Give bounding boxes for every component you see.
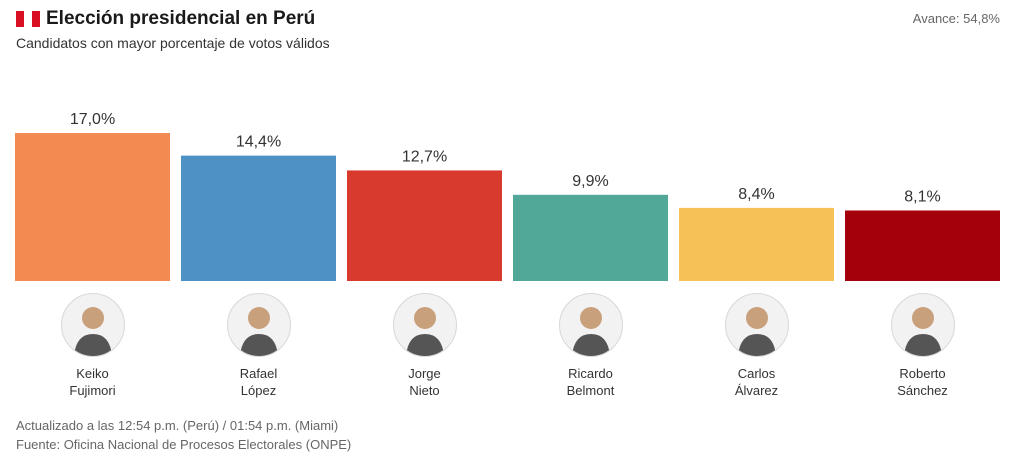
candidate-first-name: Jorge <box>408 366 441 381</box>
chart-title: Elección presidencial en Perú <box>46 8 316 29</box>
candidate-last-name: Álvarez <box>734 383 779 398</box>
bar-5 <box>845 210 1000 281</box>
candidate-item: Carlos Álvarez <box>679 293 834 399</box>
candidate-last-name: Belmont <box>566 383 615 398</box>
count-progress: Avance: 54,8% <box>912 11 1000 26</box>
bar-value-label: 14,4% <box>236 134 281 151</box>
candidate-photo-icon <box>724 293 789 357</box>
candidate-name: Roberto Sánchez <box>845 365 1000 399</box>
candidate-last-name: López <box>240 383 277 398</box>
peru-flag-icon <box>16 11 40 27</box>
candidate-name: Rafael López <box>181 365 336 399</box>
bar-value-label: 12,7% <box>402 148 447 165</box>
candidate-first-name: Keiko <box>76 366 109 381</box>
candidate-item: Ricardo Belmont <box>513 293 668 399</box>
bar-2 <box>347 170 502 281</box>
candidate-item: Keiko Fujimori <box>15 293 170 399</box>
chart-footer: Actualizado a las 12:54 p.m. (Perú) / 01… <box>16 416 351 454</box>
candidate-first-name: Roberto <box>899 366 946 381</box>
candidate-name: Carlos Álvarez <box>679 365 834 399</box>
candidate-last-name: Fujimori <box>69 383 116 398</box>
candidate-first-name: Carlos <box>737 366 776 381</box>
bar-1 <box>181 155 336 281</box>
candidate-photo-icon <box>890 293 955 357</box>
candidate-name: Ricardo Belmont <box>513 365 668 399</box>
candidate-photo-icon <box>226 293 291 357</box>
updated-note: Actualizado a las 12:54 p.m. (Perú) / 01… <box>16 418 339 433</box>
candidate-first-name: Ricardo <box>568 366 613 381</box>
candidate-photo-icon <box>60 293 125 357</box>
candidate-name: Jorge Nieto <box>347 365 502 399</box>
candidate-item: Roberto Sánchez <box>845 293 1000 399</box>
bar-3 <box>513 194 668 281</box>
candidate-name: Keiko Fujimori <box>15 365 170 399</box>
chart-header: Elección presidencial en Perú Candidatos… <box>16 8 1000 58</box>
source-note: Fuente: Oficina Nacional de Procesos Ele… <box>16 437 352 452</box>
bar-0 <box>15 133 170 281</box>
candidate-first-name: Rafael <box>239 366 278 381</box>
candidate-photo-icon <box>558 293 623 357</box>
chart-subtitle: Candidatos con mayor porcentaje de votos… <box>16 35 330 51</box>
candidate-last-name: Sánchez <box>897 383 948 398</box>
candidate-item: Rafael López <box>181 293 336 399</box>
candidate-last-name: Nieto <box>409 383 440 398</box>
bar-value-label: 8,1% <box>904 188 940 205</box>
candidate-item: Jorge Nieto <box>347 293 502 399</box>
candidate-photo-icon <box>392 293 457 357</box>
bar-value-label: 9,9% <box>572 173 608 190</box>
bar-chart: 17,0% 14,4% 12,7% 9,9% 8,4% 8,1% <box>15 111 1000 281</box>
bar-4 <box>679 207 834 281</box>
bar-value-label: 8,4% <box>738 186 774 203</box>
bar-value-label: 17,0% <box>70 111 115 128</box>
